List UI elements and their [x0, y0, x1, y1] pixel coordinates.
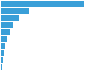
Bar [1, 36, 7, 42]
Bar [1, 64, 2, 70]
Bar [1, 1, 84, 7]
Bar [1, 8, 29, 14]
Bar [1, 43, 5, 49]
Bar [1, 22, 13, 28]
Bar [1, 29, 10, 35]
Bar [1, 57, 3, 63]
Bar [1, 50, 4, 56]
Bar [1, 15, 19, 21]
